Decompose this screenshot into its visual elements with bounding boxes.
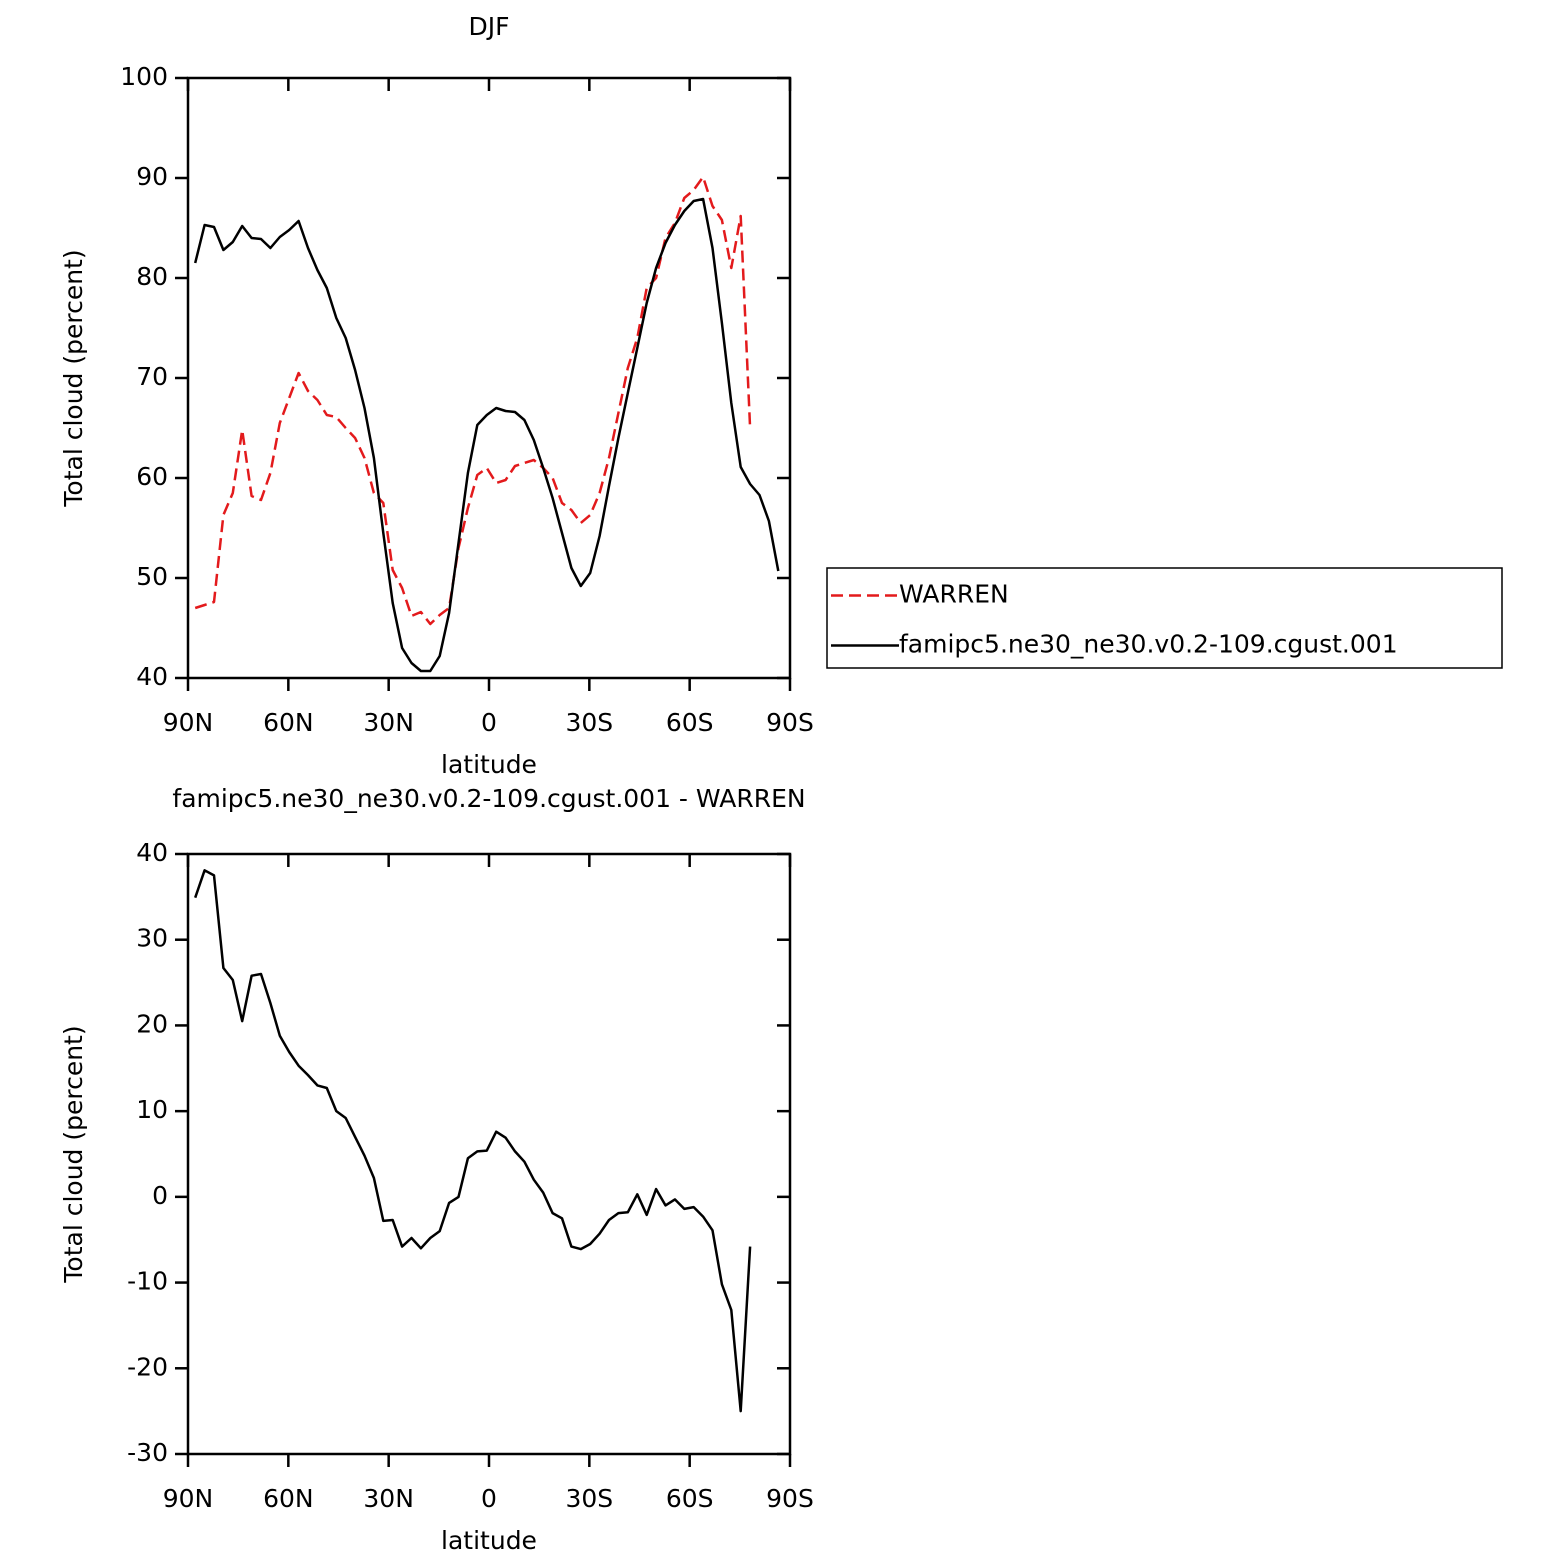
x-tick-label: 60S (666, 708, 714, 737)
x-tick-label: 60N (263, 708, 314, 737)
y-axis-label: Total cloud (percent) (59, 1025, 88, 1283)
x-tick-label: 0 (481, 708, 497, 737)
x-axis-label: latitude (441, 1526, 537, 1555)
chart-title: famipc5.ne30_ne30.v0.2-109.cgust.001 - W… (172, 784, 805, 813)
y-tick-label: 100 (120, 62, 168, 91)
y-tick-label: 40 (136, 662, 168, 691)
x-tick-label: 90S (766, 1484, 814, 1513)
data-line (194, 175, 752, 626)
x-tick-label: 30S (565, 1484, 613, 1513)
x-tick-label: 90S (766, 708, 814, 737)
x-tick-label: 30S (565, 708, 613, 737)
y-tick-label: 0 (152, 1181, 168, 1210)
x-tick-label: 90N (163, 1484, 214, 1513)
plot-frame (186, 76, 792, 680)
x-tick-label: 0 (481, 1484, 497, 1513)
data-line (193, 197, 780, 673)
y-axis-label: Total cloud (percent) (59, 249, 88, 507)
y-tick-label: 60 (136, 462, 168, 491)
y-tick-label: 30 (136, 924, 168, 953)
x-tick-label: 60N (263, 1484, 314, 1513)
y-tick-label: 80 (136, 262, 168, 291)
plot-frame (186, 852, 792, 1456)
y-tick-label: 20 (136, 1009, 168, 1038)
y-tick-label: 50 (136, 562, 168, 591)
chart-title: DJF (468, 12, 509, 41)
x-tick-label: 30N (363, 1484, 414, 1513)
legend-label: WARREN (899, 580, 1009, 609)
legend-box (826, 567, 1503, 669)
y-tick-label: -20 (127, 1352, 168, 1381)
x-tick-label: 90N (163, 708, 214, 737)
y-tick-label: 10 (136, 1095, 168, 1124)
x-tick-label: 60S (666, 1484, 714, 1513)
y-tick-label: 40 (136, 838, 168, 867)
y-tick-label: -30 (127, 1438, 168, 1467)
data-line (194, 869, 752, 1413)
x-tick-label: 30N (363, 708, 414, 737)
x-axis-label: latitude (441, 750, 537, 779)
y-tick-label: -10 (127, 1267, 168, 1296)
legend-label: famipc5.ne30_ne30.v0.2-109.cgust.001 (899, 630, 1398, 659)
y-tick-label: 70 (136, 362, 168, 391)
y-tick-label: 90 (136, 162, 168, 191)
